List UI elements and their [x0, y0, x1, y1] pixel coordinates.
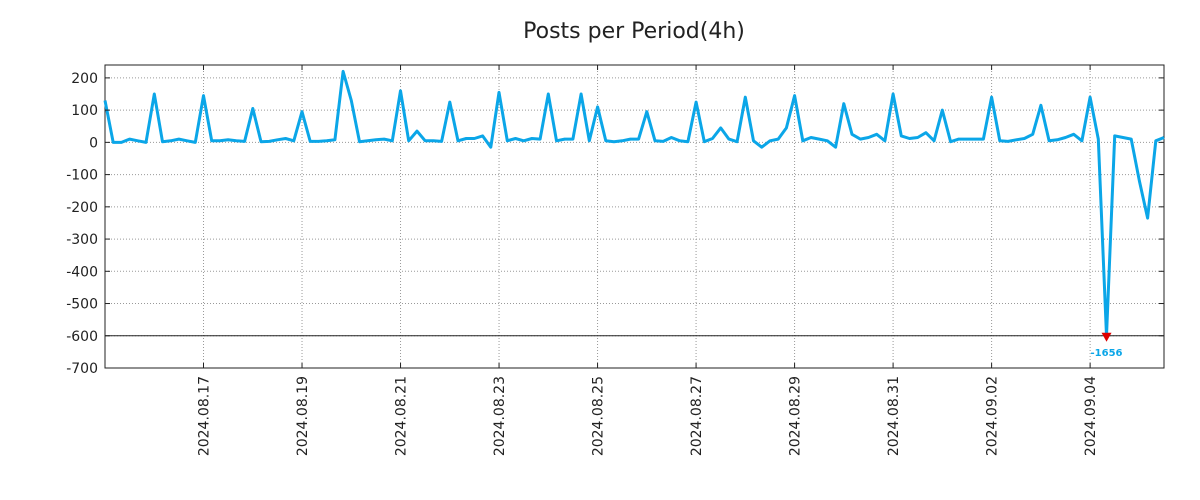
x-tick-label: 2024.08.31	[886, 376, 902, 456]
series-line-posts	[103, 69, 1165, 338]
x-tick-label: 2024.08.27	[689, 376, 705, 456]
plot-area	[104, 64, 1165, 369]
x-tick-label: 2024.08.21	[394, 376, 410, 456]
x-tick-label: 2024.09.04	[1083, 376, 1099, 456]
x-tick-label: 2024.08.23	[492, 376, 508, 456]
y-tick-label: 0	[89, 135, 98, 151]
annotation-layer: -1656	[1091, 332, 1123, 359]
y-tick-label: 200	[71, 71, 98, 87]
chart-title: Posts per Period(4h)	[523, 19, 745, 44]
y-tick-label: -500	[66, 297, 98, 313]
x-tick-label: 2024.09.02	[985, 376, 1001, 456]
y-tick-label: -600	[66, 329, 98, 345]
x-tick-label: 2024.08.19	[295, 376, 311, 456]
y-tick-label: -400	[66, 264, 98, 280]
x-tick-label: 2024.08.25	[591, 376, 607, 456]
y-tick-label: -100	[66, 168, 98, 184]
min-value-marker	[1101, 332, 1112, 342]
grid	[105, 65, 1164, 369]
min-value-label: -1656	[1091, 348, 1123, 359]
x-axis-ticks: 2024.08.17 2024.08.19 2024.08.21 2024.08.23…	[197, 65, 1099, 456]
y-tick-label: -700	[66, 361, 98, 377]
y-tick-label: -200	[66, 200, 98, 216]
y-tick-label: 100	[71, 103, 98, 119]
series-layer	[103, 69, 1165, 338]
y-tick-label: -300	[66, 232, 98, 248]
x-tick-label: 2024.08.29	[788, 376, 804, 456]
y-axis-ticks: 200 100 0 -100 -200 -300 -400 -500 -600 -700	[66, 71, 1164, 377]
x-tick-label: 2024.08.17	[197, 376, 213, 456]
